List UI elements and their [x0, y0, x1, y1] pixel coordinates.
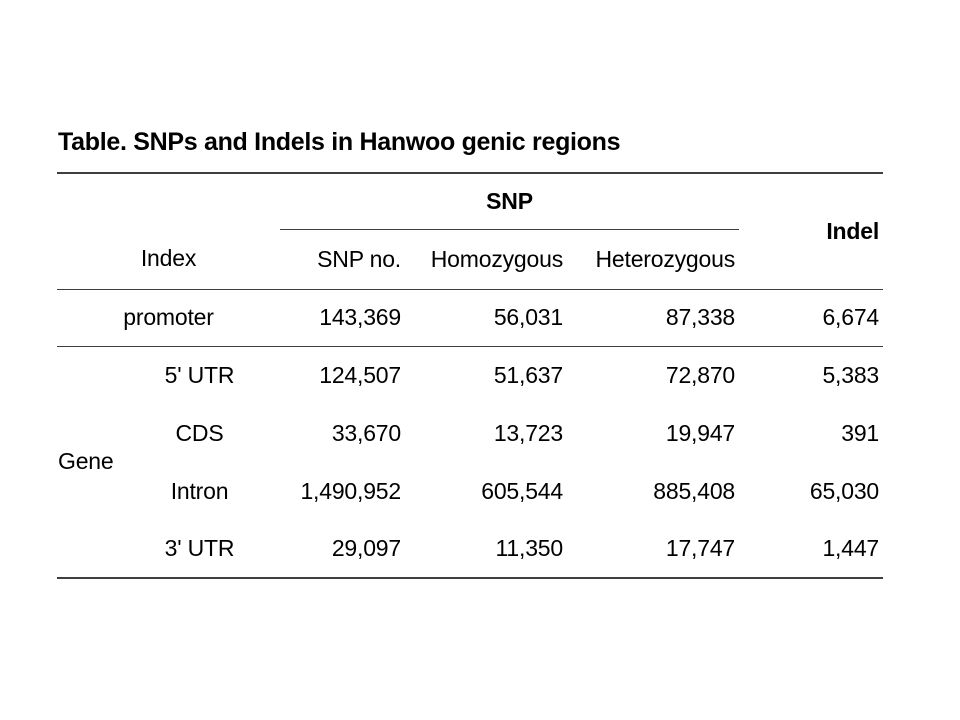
cell-indel: 65,030	[809, 477, 880, 504]
cell-indel: 6,674	[739, 289, 884, 347]
cell-region: CDS	[175, 419, 224, 446]
cell-homozygous: 13,723	[493, 419, 563, 446]
cell-homozygous: 11,350	[495, 535, 564, 561]
cell-region: 5' UTR	[164, 361, 235, 388]
cell-homozygous: 51,637	[493, 361, 563, 388]
table-row: CDS 33,670 13,723 19,947 391	[57, 404, 883, 462]
cell-region: Intron	[170, 477, 229, 504]
page-title: Table. SNPs and Indels in Hanwoo genic r…	[58, 128, 621, 156]
header-row-columns: Index SNP no. Homozygous Heterozygous	[57, 229, 883, 290]
header-spacer	[57, 173, 280, 229]
snp-group-header: SNP	[280, 173, 740, 230]
cell-snp-no: 1,490,952	[300, 477, 401, 504]
cell-heterozygous: 87,338	[567, 289, 740, 347]
indel-column-header: Indel	[739, 173, 884, 290]
cell-snp-no: 124,507	[319, 361, 401, 388]
cell-region: 3' UTR	[164, 535, 235, 561]
snp-no-column-header: SNP no.	[280, 229, 405, 290]
cell-indel: 1,447	[822, 535, 880, 561]
snp-indel-table: SNP Indel Index SNP no. Homozygous Heter…	[57, 172, 884, 579]
cell-snp-no: 29,097	[331, 535, 401, 561]
cell-homozygous: 605,544	[481, 477, 563, 504]
cell-heterozygous: 72,870	[665, 361, 736, 388]
heterozygous-column-header: Heterozygous	[567, 229, 740, 290]
cell-homozygous: 56,031	[405, 289, 567, 347]
cell-heterozygous: 19,947	[665, 419, 736, 446]
table-row: 3' UTR 29,097 11,350 17,747 1,447	[57, 520, 883, 578]
cell-indel: 5,383	[822, 361, 880, 388]
cell-snp-no: 143,369	[280, 289, 405, 347]
cell-snp-no: 33,670	[331, 419, 401, 446]
homozygous-column-header: Homozygous	[405, 229, 567, 290]
cell-indel: 391	[841, 419, 880, 446]
cell-region: promoter	[57, 289, 280, 347]
table-row: Gene 5' UTR 124,507 51,637 72,870 5,383	[57, 346, 883, 475]
gene-group-label: Gene	[58, 448, 114, 475]
index-column-header: Index	[57, 229, 280, 290]
header-row-group: SNP Indel	[57, 173, 884, 290]
table-row: Intron 1,490,952 605,544 885,408 65,030	[57, 462, 883, 520]
cell-heterozygous: 885,408	[653, 477, 736, 504]
table-row: promoter 143,369 56,031 87,338 6,674	[57, 289, 884, 347]
cell-heterozygous: 17,747	[665, 535, 736, 561]
